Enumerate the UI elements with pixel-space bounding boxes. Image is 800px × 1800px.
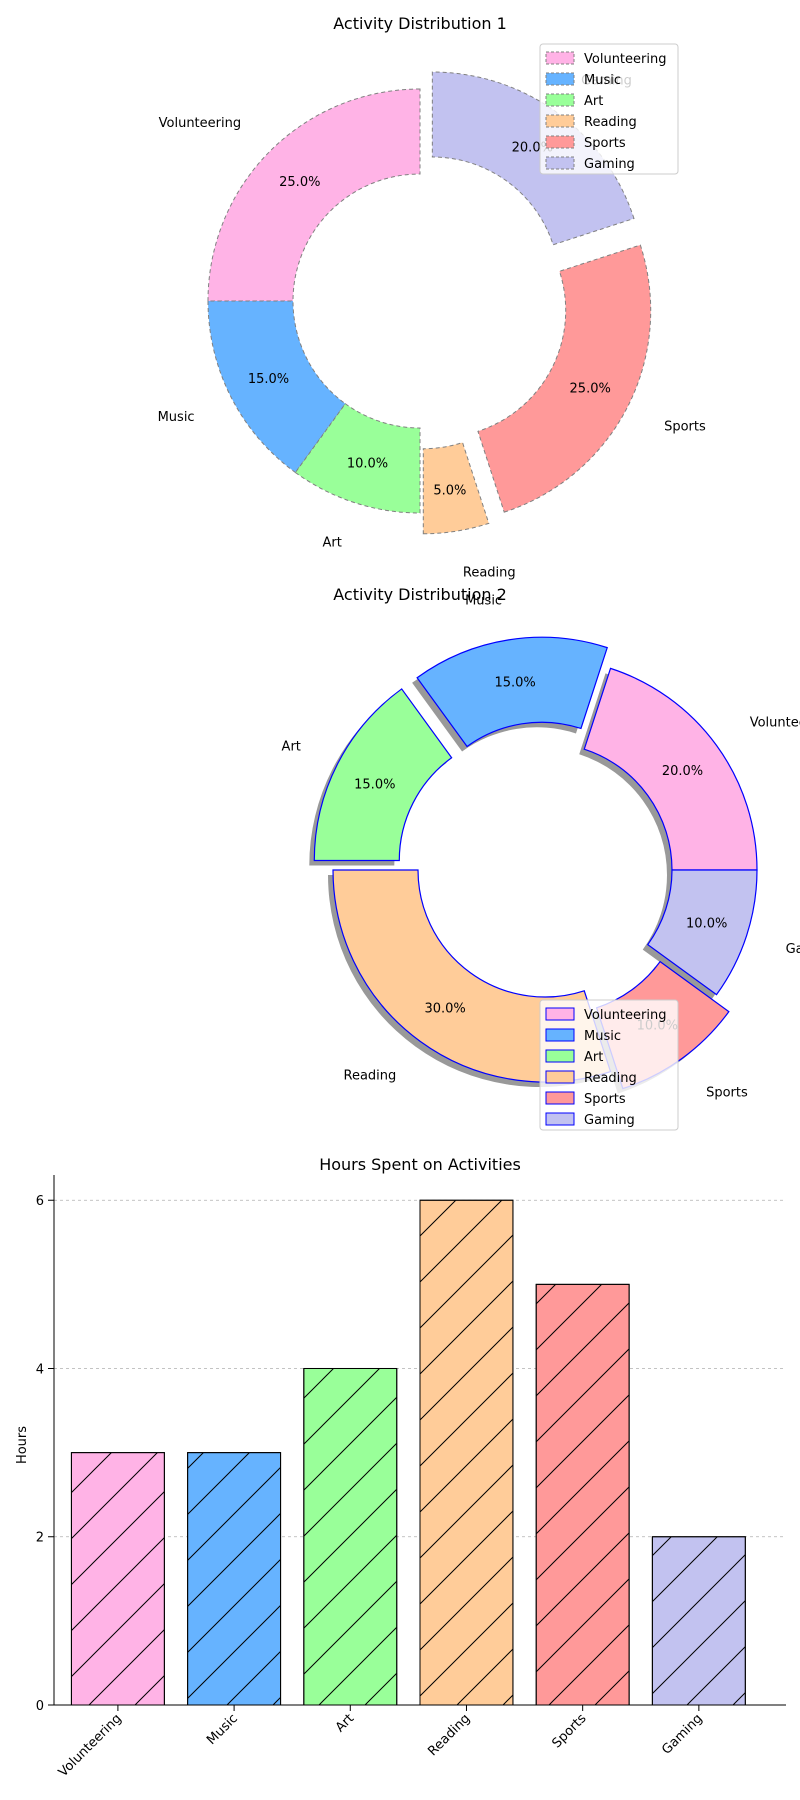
bar-hatch-art xyxy=(303,1367,398,1706)
bar-hatch-sports xyxy=(535,1283,630,1706)
legend-label-gaming: Gaming xyxy=(584,157,635,172)
chart-1-title: Activity Distribution 1 xyxy=(333,14,507,33)
legend-label-music: Music xyxy=(584,73,621,88)
bar-hatch-music xyxy=(187,1452,282,1706)
legend-label-art: Art xyxy=(584,94,603,109)
legend-swatch-reading xyxy=(545,1070,575,1084)
slice-percent-volunteering: 25.0% xyxy=(279,175,320,190)
slice-volunteering xyxy=(207,88,421,302)
slice-label-volunteering: Volunteering xyxy=(750,715,800,730)
slice-percent-sports: 25.0% xyxy=(570,382,611,397)
slice-label-gaming: Gaming xyxy=(786,942,800,957)
legend-swatch-music xyxy=(545,1028,575,1042)
slice-art xyxy=(313,688,453,862)
x-tick-label-volunteering: Volunteering xyxy=(56,1711,125,1780)
legend-label-music: Music xyxy=(584,1029,621,1044)
slice-label-sports: Sports xyxy=(706,1086,748,1101)
slice-label-art: Art xyxy=(322,536,341,551)
y-axis-label: Hours xyxy=(15,1426,30,1464)
chart-2-title: Activity Distribution 2 xyxy=(333,585,507,604)
bar-chart: Hours Spent on Activities 0 2 4 6 Volunteeri… xyxy=(15,1155,786,1780)
slice-percent-music: 15.0% xyxy=(494,675,535,690)
slice-art xyxy=(294,403,421,514)
legend-label-reading: Reading xyxy=(584,1071,637,1086)
legend-swatch-music xyxy=(545,72,575,86)
x-tick-label-art: Art xyxy=(333,1711,357,1735)
legend-label-art: Art xyxy=(584,1050,603,1065)
y-tick-label: 4 xyxy=(36,1362,44,1377)
legend-swatch-volunteering xyxy=(545,1007,575,1021)
y-tick-label: 2 xyxy=(36,1531,44,1546)
bar-hatch-reading xyxy=(419,1199,514,1706)
legend-label-gaming: Gaming xyxy=(584,1113,635,1128)
slice-gaming xyxy=(646,869,758,996)
y-tick-label: 6 xyxy=(36,1194,44,1209)
slice-percent-art: 10.0% xyxy=(347,457,388,472)
legend-label-volunteering: Volunteering xyxy=(584,1008,666,1023)
legend-swatch-gaming xyxy=(545,1112,575,1126)
legend-swatch-sports xyxy=(545,135,575,149)
slice-percent-art: 15.0% xyxy=(354,777,395,792)
slice-percent-volunteering: 20.0% xyxy=(662,764,703,779)
legend-swatch-art xyxy=(545,1049,575,1063)
legend-swatch-sports xyxy=(545,1091,575,1105)
slice-music xyxy=(416,636,608,748)
chart-1-legend: Volunteering Music Art Reading Sports Gaming xyxy=(539,43,679,175)
slice-label-sports: Sports xyxy=(664,419,706,434)
x-tick-label-music: Music xyxy=(204,1711,241,1748)
slice-label-reading: Reading xyxy=(344,1069,397,1084)
pie-chart-2: Activity Distribution 2 20.0% Volunteerin… xyxy=(282,585,800,1131)
x-tick-label-gaming: Gaming xyxy=(659,1711,706,1758)
legend-label-volunteering: Volunteering xyxy=(584,52,666,67)
y-tick-label: 0 xyxy=(36,1699,44,1714)
legend-label-sports: Sports xyxy=(584,1092,626,1107)
slice-music xyxy=(207,300,347,474)
x-tick-label-sports: Sports xyxy=(549,1711,589,1751)
legend-swatch-gaming xyxy=(545,156,575,170)
chart-2-legend: Volunteering Music Art Reading Sports Gaming xyxy=(539,999,679,1131)
legend-swatch-art xyxy=(545,93,575,107)
slice-sports xyxy=(477,244,652,513)
legend-swatch-reading xyxy=(545,114,575,128)
slice-percent-gaming: 10.0% xyxy=(686,917,727,932)
slice-percent-reading: 30.0% xyxy=(424,1002,465,1017)
legend-label-reading: Reading xyxy=(584,115,637,130)
slice-reading xyxy=(422,441,490,535)
x-tick-label-reading: Reading xyxy=(425,1711,473,1759)
bar-hatch-volunteering xyxy=(70,1452,165,1706)
slice-label-music: Music xyxy=(465,593,502,608)
slice-percent-music: 15.0% xyxy=(248,372,289,387)
pie-chart-1: Activity Distribution 1 25.0% Volunteerin… xyxy=(158,14,706,581)
bar-hatch-gaming xyxy=(651,1536,746,1706)
slice-label-art: Art xyxy=(282,740,301,755)
chart-3-title: Hours Spent on Activities xyxy=(319,1155,521,1174)
slice-label-reading: Reading xyxy=(463,566,516,581)
legend-label-sports: Sports xyxy=(584,136,626,151)
slice-volunteering xyxy=(583,667,758,871)
legend-swatch-volunteering xyxy=(545,51,575,65)
slice-label-music: Music xyxy=(158,410,195,425)
slice-percent-reading: 5.0% xyxy=(433,484,466,499)
slice-label-volunteering: Volunteering xyxy=(159,116,241,131)
